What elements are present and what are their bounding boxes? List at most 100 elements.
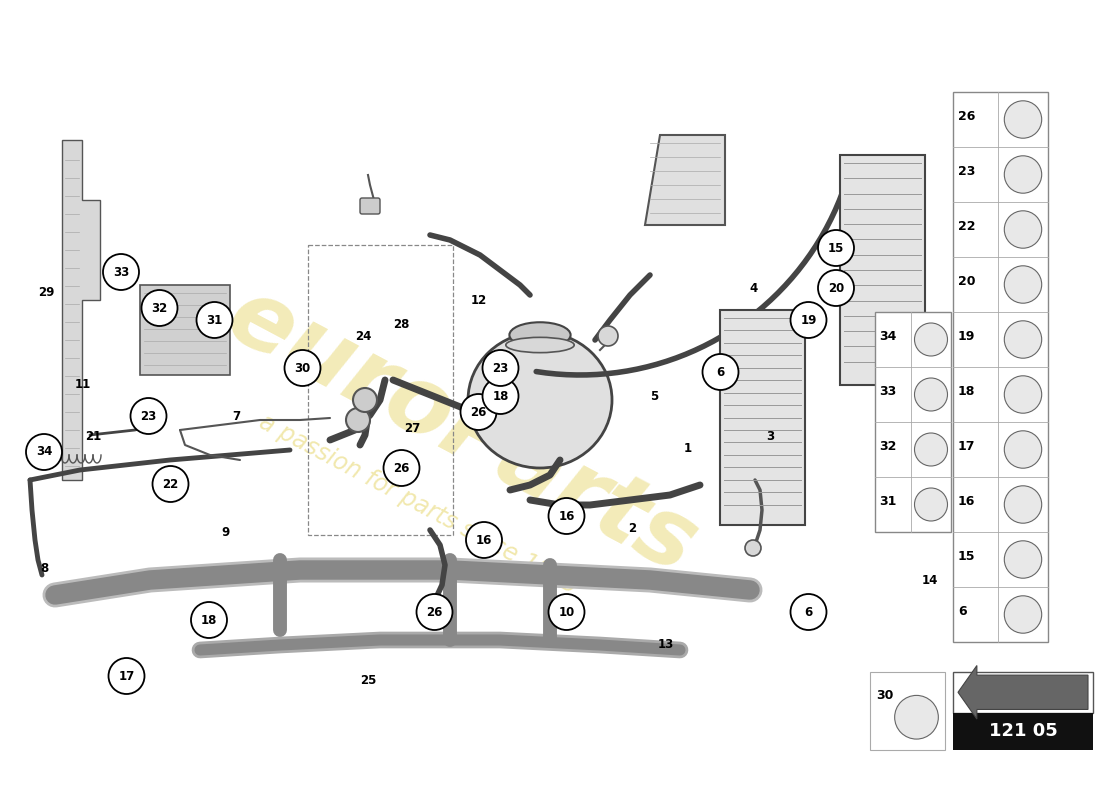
Circle shape — [1004, 156, 1042, 194]
Text: 23: 23 — [958, 166, 976, 178]
Circle shape — [598, 326, 618, 346]
Text: 33: 33 — [879, 386, 896, 398]
Circle shape — [103, 254, 139, 290]
Text: 20: 20 — [958, 275, 976, 288]
Circle shape — [549, 498, 584, 534]
Circle shape — [914, 433, 947, 466]
Circle shape — [818, 270, 854, 306]
Circle shape — [153, 466, 188, 502]
Text: 23: 23 — [493, 362, 508, 374]
Text: 25: 25 — [361, 674, 376, 686]
Ellipse shape — [506, 338, 574, 353]
Circle shape — [109, 658, 144, 694]
Circle shape — [1004, 430, 1042, 468]
Text: 6: 6 — [804, 606, 813, 618]
Text: 26: 26 — [427, 606, 442, 618]
Text: 26: 26 — [958, 110, 976, 123]
Circle shape — [1004, 376, 1042, 413]
Circle shape — [26, 434, 62, 470]
FancyBboxPatch shape — [360, 198, 379, 214]
Circle shape — [914, 488, 947, 521]
FancyBboxPatch shape — [874, 312, 952, 532]
Polygon shape — [958, 666, 1088, 719]
Text: 34: 34 — [879, 330, 896, 343]
Text: 18: 18 — [958, 386, 976, 398]
Circle shape — [1004, 101, 1042, 138]
Circle shape — [142, 290, 177, 326]
Text: 32: 32 — [879, 440, 896, 454]
Circle shape — [197, 302, 232, 338]
Text: 1: 1 — [683, 442, 692, 454]
FancyBboxPatch shape — [953, 92, 1048, 642]
Polygon shape — [62, 140, 100, 480]
Ellipse shape — [468, 332, 612, 468]
Text: 34: 34 — [36, 446, 52, 458]
Circle shape — [745, 540, 761, 556]
Circle shape — [1004, 486, 1042, 523]
Ellipse shape — [509, 322, 571, 348]
Circle shape — [384, 450, 419, 486]
Circle shape — [703, 354, 738, 390]
Circle shape — [353, 388, 377, 412]
FancyBboxPatch shape — [953, 713, 1093, 750]
Text: 14: 14 — [922, 574, 937, 586]
Text: 19: 19 — [801, 314, 816, 326]
Circle shape — [791, 302, 826, 338]
FancyBboxPatch shape — [840, 155, 925, 385]
Text: 22: 22 — [163, 478, 178, 490]
Text: 32: 32 — [152, 302, 167, 314]
Text: 29: 29 — [39, 286, 54, 298]
FancyBboxPatch shape — [953, 672, 1093, 713]
Text: 24: 24 — [355, 330, 371, 342]
Text: 31: 31 — [879, 495, 896, 508]
Circle shape — [483, 378, 518, 414]
Text: 21: 21 — [86, 430, 101, 442]
Text: 12: 12 — [471, 294, 486, 306]
Text: 22: 22 — [958, 220, 976, 234]
Text: 16: 16 — [476, 534, 492, 546]
FancyBboxPatch shape — [140, 285, 230, 375]
Circle shape — [549, 594, 584, 630]
Text: 121 05: 121 05 — [989, 722, 1057, 740]
Circle shape — [914, 323, 947, 356]
Circle shape — [791, 594, 826, 630]
Text: 33: 33 — [113, 266, 129, 278]
Text: 10: 10 — [559, 606, 574, 618]
Text: 16: 16 — [559, 510, 574, 522]
Circle shape — [131, 398, 166, 434]
Text: 2: 2 — [628, 522, 637, 534]
Circle shape — [1004, 596, 1042, 634]
Circle shape — [818, 230, 854, 266]
Text: 15: 15 — [828, 242, 844, 254]
Text: 8: 8 — [40, 562, 48, 574]
Text: 7: 7 — [232, 410, 241, 422]
Text: 23: 23 — [141, 410, 156, 422]
Text: euroParts: euroParts — [212, 270, 712, 594]
Text: 28: 28 — [394, 318, 409, 330]
Text: 26: 26 — [394, 462, 409, 474]
Circle shape — [894, 695, 938, 739]
Text: 3: 3 — [766, 430, 774, 442]
Text: 27: 27 — [405, 422, 420, 434]
Text: 18: 18 — [201, 614, 217, 626]
Text: 13: 13 — [658, 638, 673, 650]
Text: a passion for parts since 1985: a passion for parts since 1985 — [255, 410, 581, 598]
Circle shape — [914, 378, 947, 411]
Circle shape — [1004, 541, 1042, 578]
Circle shape — [417, 594, 452, 630]
Text: 9: 9 — [221, 526, 230, 538]
Text: 17: 17 — [119, 670, 134, 682]
Circle shape — [483, 350, 518, 386]
Circle shape — [461, 394, 496, 430]
FancyBboxPatch shape — [720, 310, 805, 525]
Text: 11: 11 — [75, 378, 90, 390]
Circle shape — [1004, 266, 1042, 303]
Circle shape — [191, 602, 227, 638]
Text: 30: 30 — [876, 689, 893, 702]
Text: 26: 26 — [471, 406, 486, 418]
Circle shape — [466, 522, 502, 558]
Text: 30: 30 — [295, 362, 310, 374]
Text: 16: 16 — [958, 495, 976, 508]
Text: 6: 6 — [958, 606, 967, 618]
Circle shape — [285, 350, 320, 386]
